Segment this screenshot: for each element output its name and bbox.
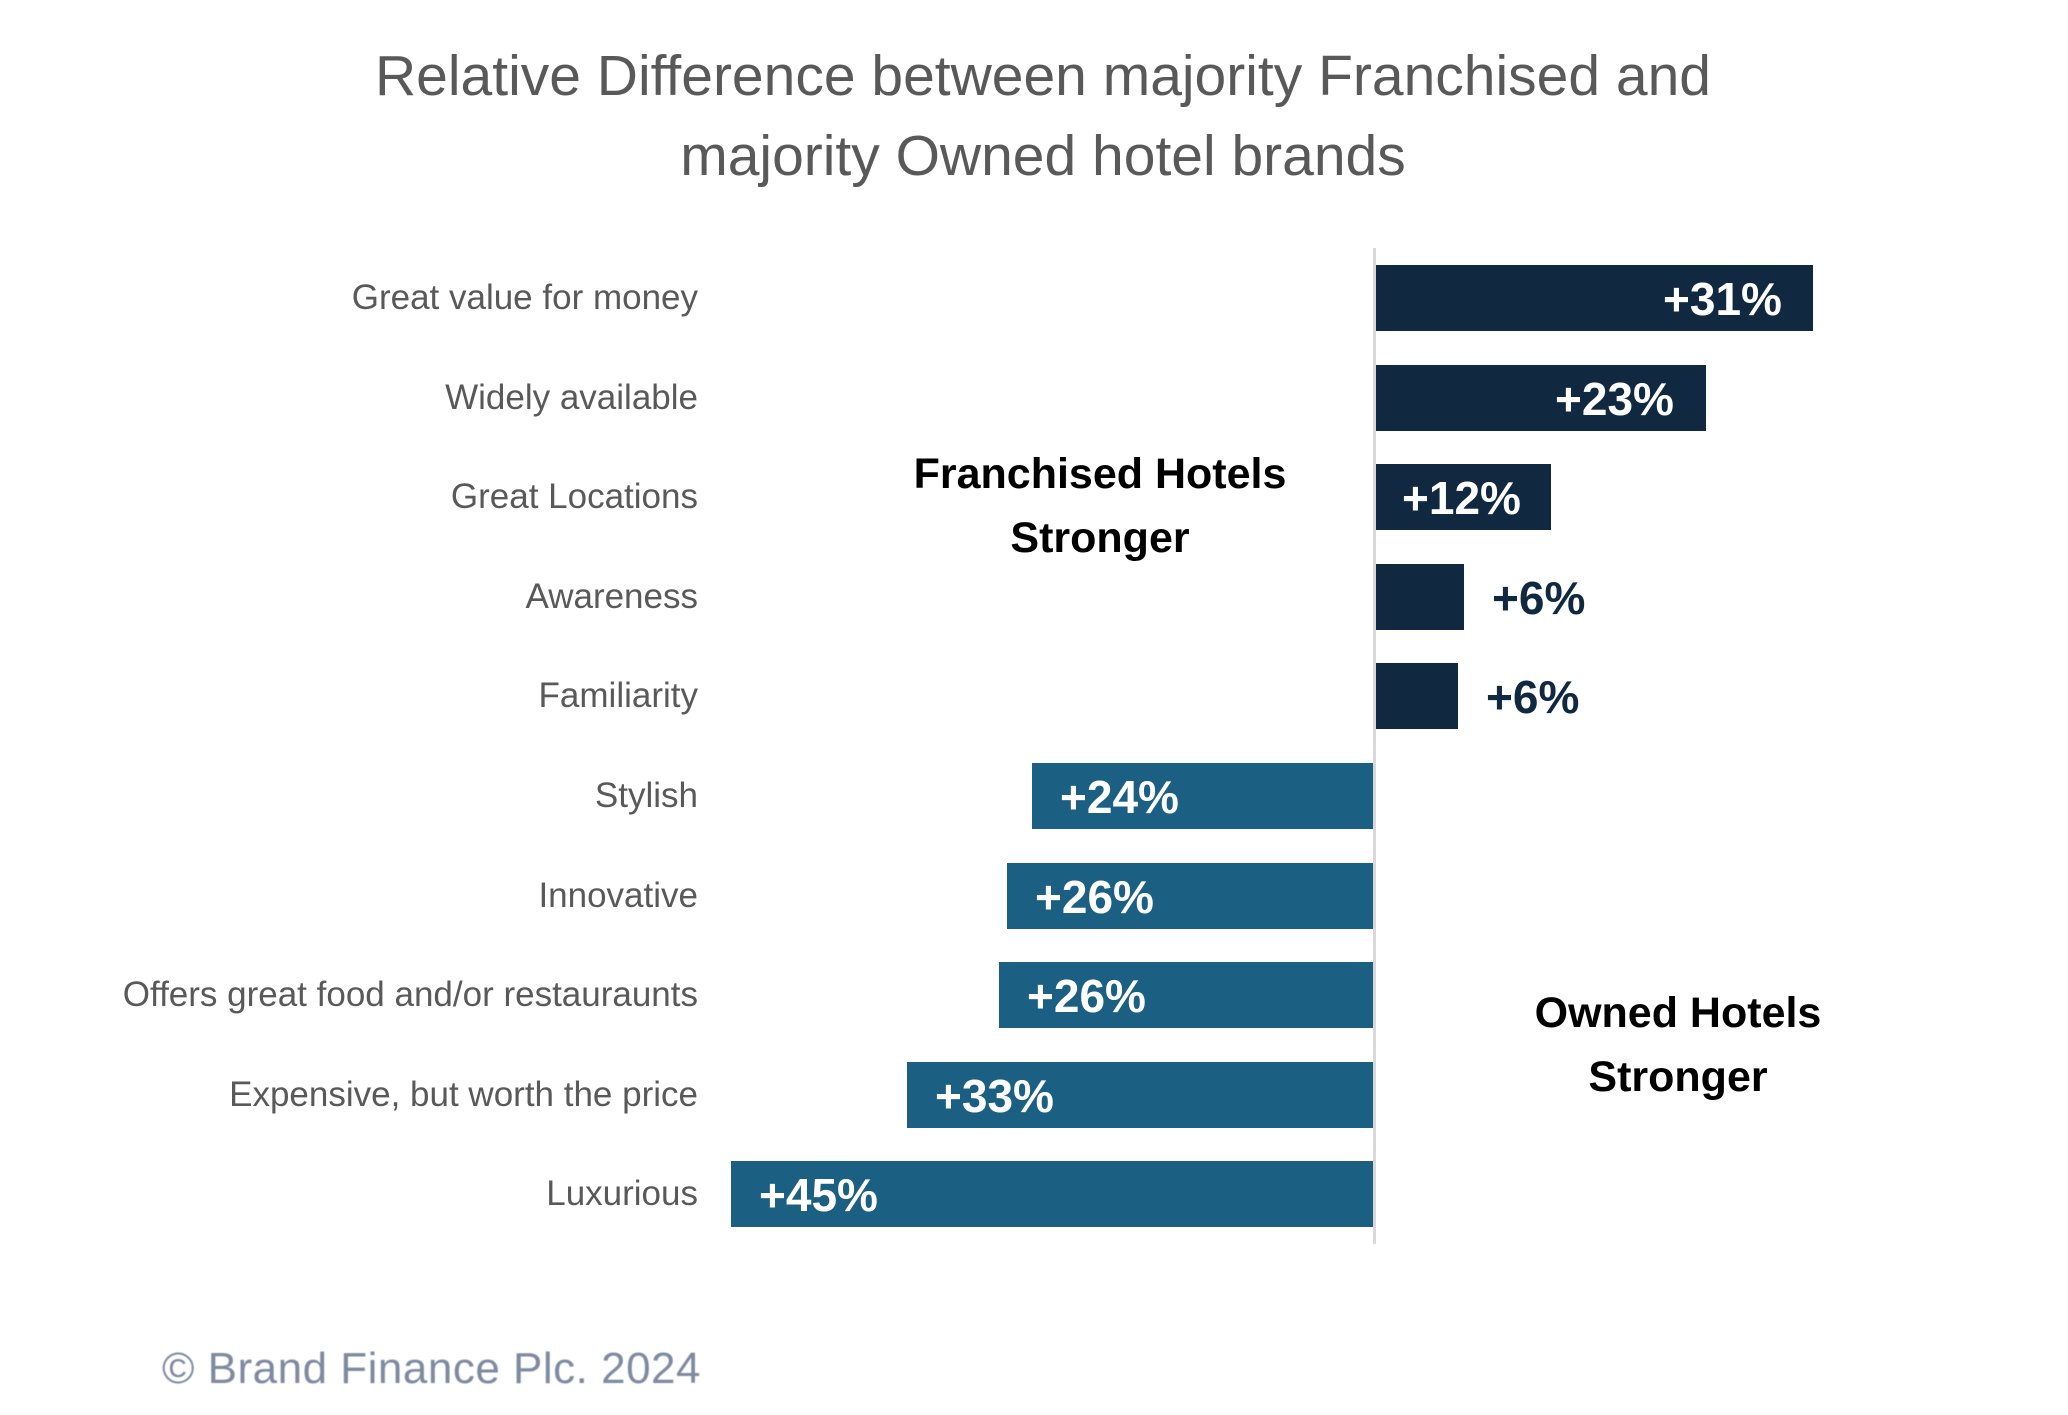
- bar-franchised: [1376, 265, 1813, 331]
- bar-owned: [1032, 763, 1373, 829]
- bar-owned: [731, 1161, 1373, 1227]
- annotation-line: Stronger: [1588, 1053, 1768, 1101]
- bar-franchised: [1376, 365, 1706, 431]
- category-label: Widely available: [445, 378, 698, 417]
- zero-axis-line: [1373, 248, 1376, 1244]
- category-label: Stylish: [594, 776, 698, 815]
- bar-value-label: +26%: [1035, 871, 1154, 923]
- bar-value-label: +12%: [1402, 472, 1521, 524]
- bar-value-label: +6%: [1492, 572, 1586, 624]
- chart-title: Relative Difference between majority Fra…: [0, 36, 2068, 196]
- annotation-owned-stronger: Owned Hotels Stronger: [1478, 981, 1878, 1109]
- category-label: Great value for money: [351, 278, 698, 317]
- annotation-line: Stronger: [1010, 514, 1190, 562]
- bar-value-label: +24%: [1060, 771, 1179, 823]
- bar-owned: [1007, 863, 1373, 929]
- bar-franchised: [1376, 464, 1551, 530]
- bar-value-label: +6%: [1486, 671, 1580, 723]
- category-label: Luxurious: [546, 1174, 698, 1213]
- copyright-footer: © Brand Finance Plc. 2024: [162, 1344, 701, 1393]
- bar-franchised: [1376, 663, 1458, 729]
- category-label: Expensive, but worth the price: [229, 1075, 698, 1114]
- chart-title-line-2: majority Owned hotel brands: [680, 124, 1406, 188]
- category-label: Offers great food and/or restauraunts: [122, 975, 698, 1014]
- bar-value-label: +23%: [1555, 373, 1674, 425]
- annotation-franchised-stronger: Franchised Hotels Stronger: [850, 442, 1350, 570]
- bar-value-label: +33%: [935, 1070, 1054, 1122]
- chart-title-line-1: Relative Difference between majority Fra…: [375, 44, 1711, 108]
- bar-owned: [999, 962, 1373, 1028]
- bar-value-label: +31%: [1663, 273, 1782, 325]
- category-label: Familiarity: [538, 676, 698, 715]
- annotation-line: Owned Hotels: [1534, 989, 1822, 1037]
- annotation-line: Franchised Hotels: [913, 450, 1287, 498]
- bar-owned: [907, 1062, 1373, 1128]
- category-label: Innovative: [538, 876, 698, 915]
- bar-value-label: +26%: [1027, 970, 1146, 1022]
- category-label: Great Locations: [450, 477, 698, 516]
- category-label: Awareness: [525, 577, 698, 616]
- bar-franchised: [1376, 564, 1464, 630]
- bar-value-label: +45%: [759, 1169, 878, 1221]
